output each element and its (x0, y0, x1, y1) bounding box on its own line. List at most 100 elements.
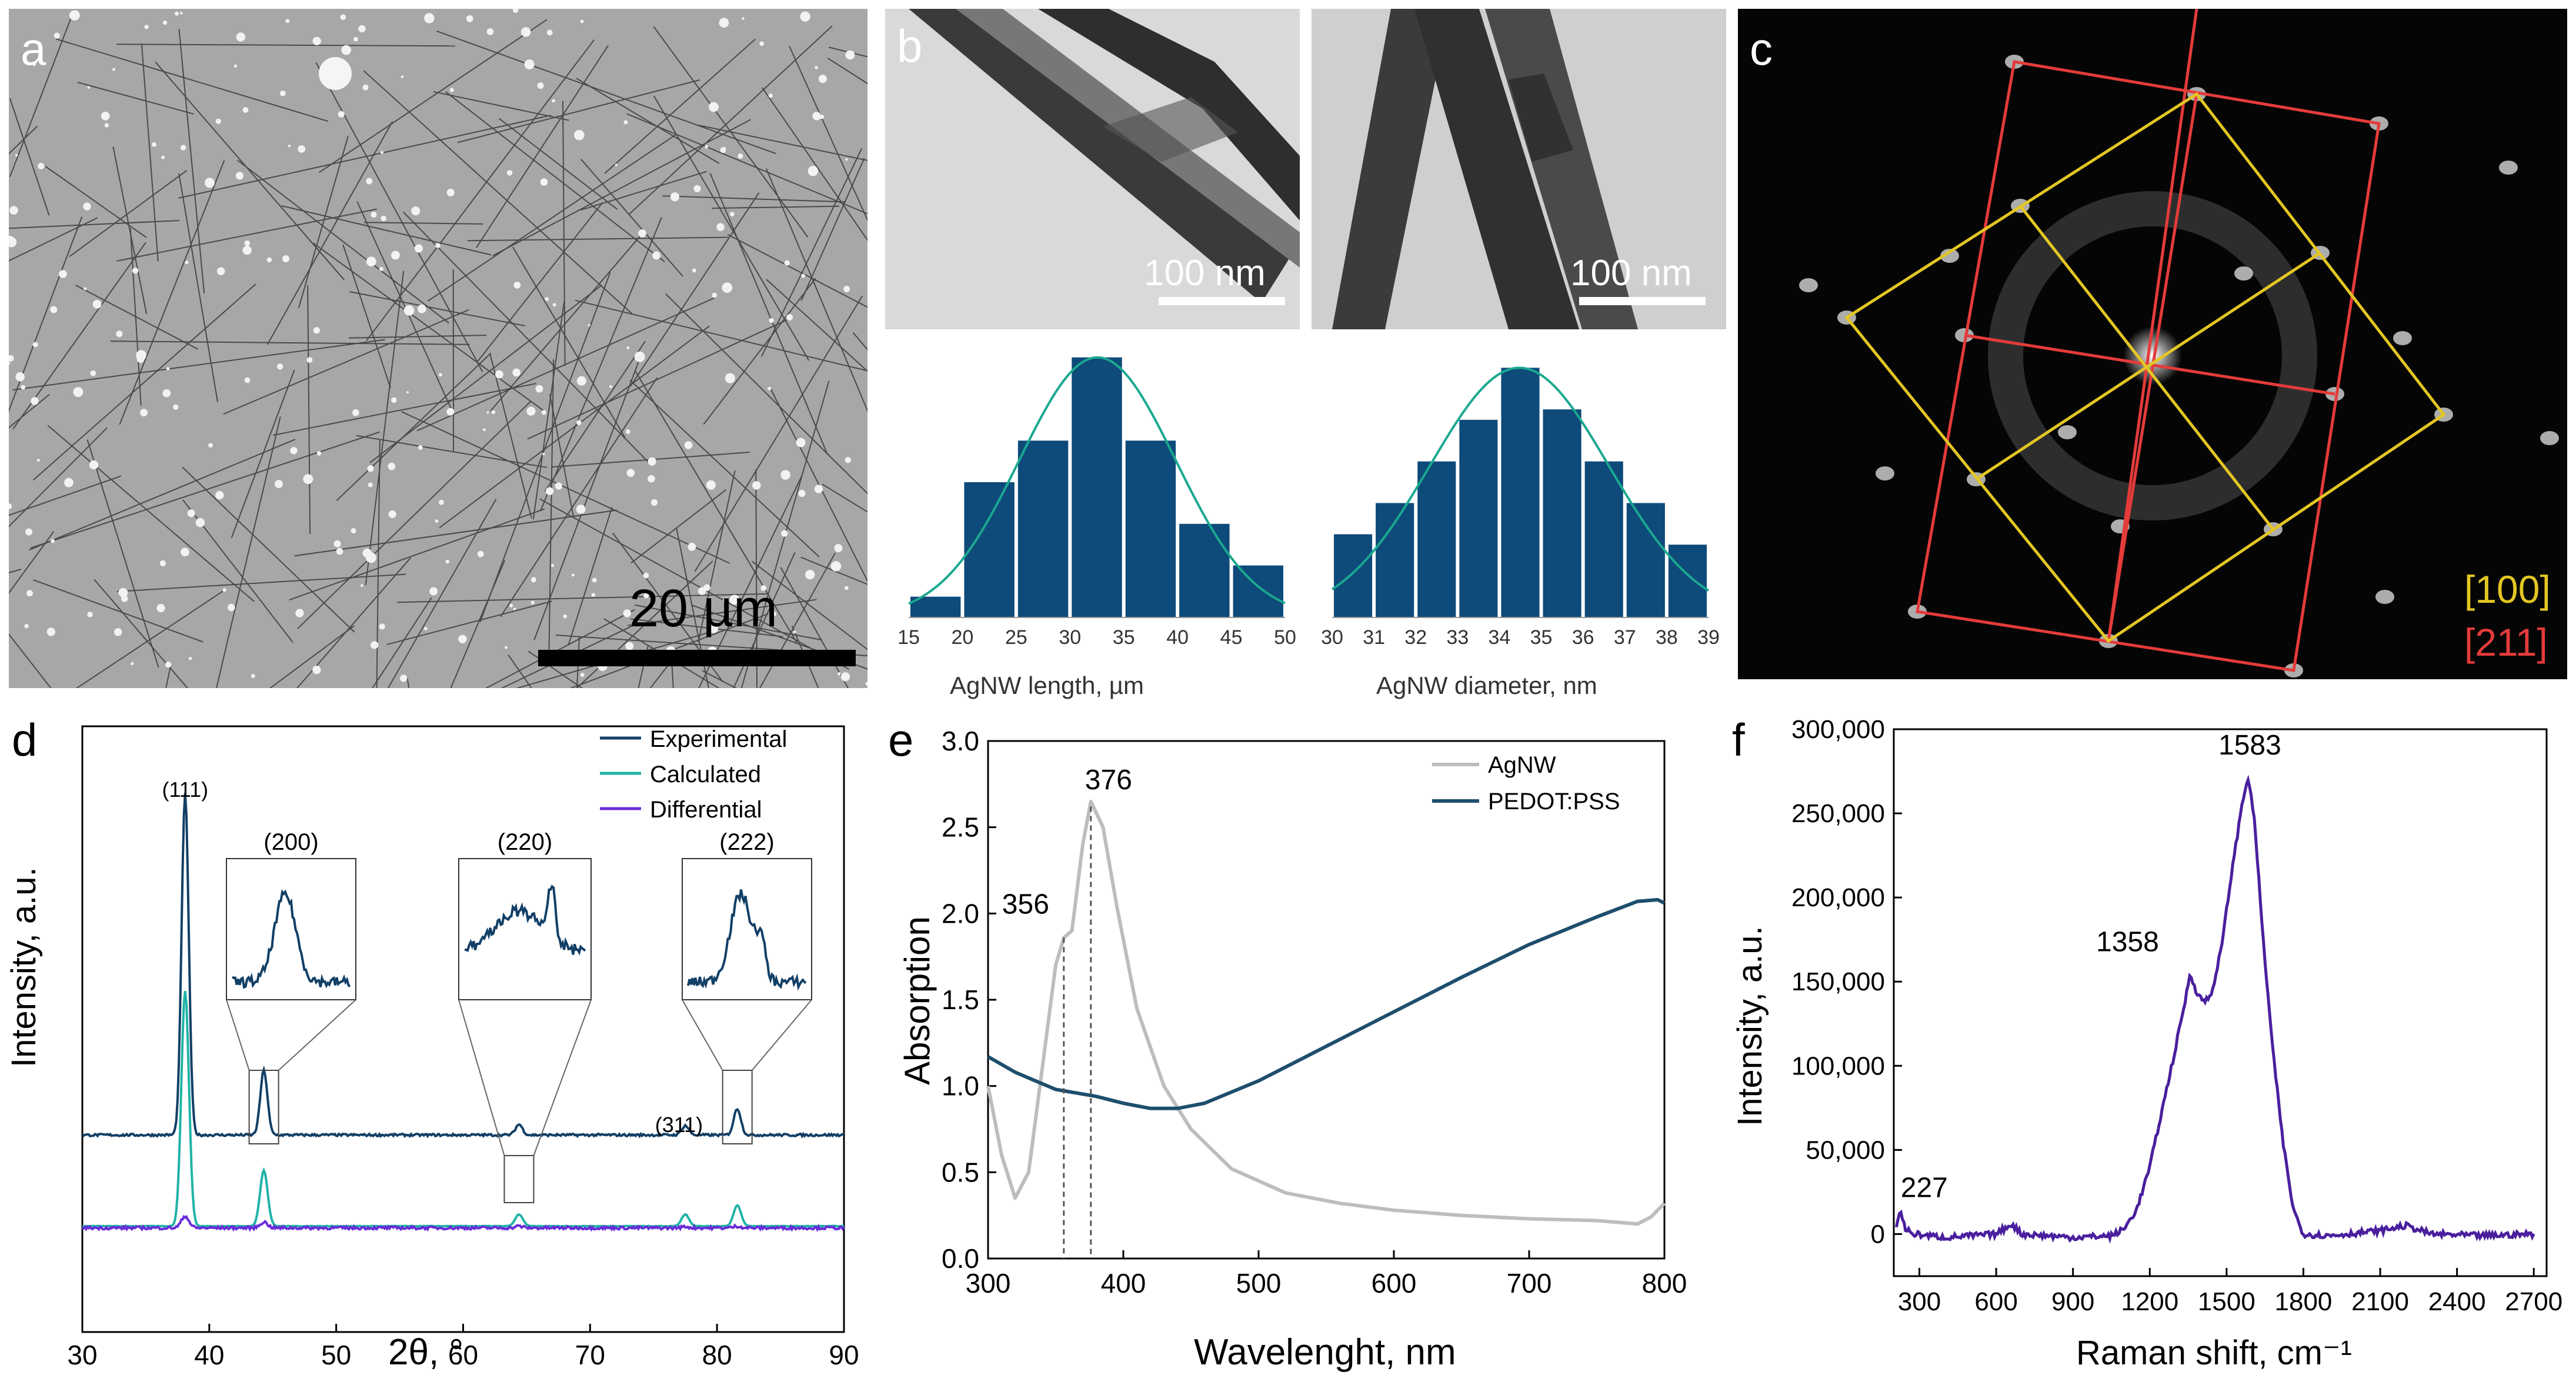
y-tick-label: 1.0 (942, 1071, 979, 1101)
histogram-bar (1018, 440, 1068, 617)
tick-label: 34 (1489, 626, 1511, 649)
length-axis-label: AgNW length, µm (950, 672, 1144, 699)
scale-bar-left (1159, 297, 1285, 305)
panel-letter-b: b (897, 20, 922, 72)
x-axis-label-f: Raman shift, cm⁻¹ (2076, 1334, 2352, 1372)
tick-label: 45 (1220, 626, 1243, 649)
panel-letter-d: d (12, 714, 37, 766)
x-axis-label-d: 2θ, ° (388, 1332, 463, 1373)
diffraction-spot (2540, 431, 2559, 445)
y-tick-label: 100,000 (1791, 1051, 1885, 1080)
peak-label: 1358 (2096, 927, 2159, 958)
diameter-axis-label: AgNW diameter, nm (1376, 672, 1597, 699)
inset-label: (222) (719, 829, 774, 855)
histogram-bar (1376, 503, 1414, 617)
x-axis-label-e: Wavelenght, nm (1194, 1332, 1456, 1373)
legend-entry: AgNW (1488, 752, 1556, 778)
peak-label: 356 (1002, 889, 1049, 920)
histogram-bar (1126, 440, 1176, 617)
scale-bar-label-right: 100 nm (1570, 253, 1692, 293)
scale-bar-label-left: 100 nm (1144, 253, 1266, 293)
inset-label: (200) (263, 829, 318, 855)
inset-label: (220) (498, 829, 552, 855)
y-tick-label: 200,000 (1791, 883, 1885, 912)
tick-label: 30 (1059, 626, 1081, 649)
diffraction-pattern: c [100] [211] (1738, 9, 2567, 679)
x-tick-label: 1500 (2198, 1287, 2255, 1316)
scale-bar-label: 20 µm (629, 579, 778, 638)
sem-image: a 20 µm (9, 9, 867, 688)
histogram-bar (1627, 503, 1665, 617)
diffraction-spot (1799, 278, 1818, 292)
diffraction-spot (2393, 331, 2412, 345)
tick-label: 30 (1321, 626, 1343, 649)
tick-label: 15 (897, 626, 920, 649)
calculated-line (82, 991, 844, 1226)
y-axis-label-d: Intensity, a.u. (5, 867, 43, 1067)
tem-image-left: b 100 nm (885, 9, 1300, 329)
tick-label: 20 (952, 626, 974, 649)
peak-label: (311) (655, 1113, 703, 1137)
x-tick-label: 30 (67, 1340, 97, 1370)
diffraction-spot (1876, 466, 1894, 480)
diffraction-spot (2375, 590, 2394, 604)
y-axis-label-e: Absorption (897, 916, 937, 1085)
series-line (988, 900, 1664, 1109)
y-tick-label: 2.5 (942, 812, 979, 843)
histogram-bar (1669, 545, 1707, 617)
x-tick-label: 500 (1236, 1268, 1282, 1298)
zoom-box (504, 1156, 533, 1203)
plot-frame (1894, 729, 2547, 1276)
y-axis-label-f: Intensity, a.u. (1731, 926, 1769, 1126)
peak-label: 227 (1901, 1173, 1948, 1204)
tem-image-right: 100 nm (1312, 9, 1726, 329)
raman-line (1896, 780, 2534, 1240)
panel-letter-c: c (1750, 23, 1773, 75)
histogram-bar (1233, 566, 1283, 617)
x-tick-label: 600 (1974, 1287, 2017, 1316)
x-tick-label: 40 (194, 1340, 224, 1370)
tick-label: 25 (1005, 626, 1027, 649)
x-tick-label: 800 (1642, 1268, 1687, 1298)
y-tick-label: 0.0 (942, 1243, 979, 1274)
panel-a: a 20 µm (9, 9, 867, 688)
y-tick-label: 300,000 (1791, 715, 1885, 744)
diffraction-spot (2234, 266, 2253, 281)
y-tick-label: 150,000 (1791, 967, 1885, 996)
diffraction-spot (2058, 425, 2077, 439)
zoom-connector (279, 1000, 356, 1070)
legend-entry: Calculated (650, 762, 761, 787)
panel-letter-e: e (888, 714, 913, 766)
peak-label: (111) (162, 777, 208, 802)
legend-211: [211] (2464, 620, 2548, 664)
legend-100: [100] (2464, 568, 2551, 611)
histogram-bar (1459, 420, 1497, 617)
x-tick-label: 1800 (2275, 1287, 2333, 1316)
histogram-bar (1072, 358, 1122, 617)
histogram-bar (1334, 534, 1372, 617)
x-tick-label: 300 (1898, 1287, 1941, 1316)
tick-label: 31 (1363, 626, 1385, 649)
tick-label: 35 (1113, 626, 1135, 649)
histogram-bar (964, 482, 1014, 617)
y-tick-label: 1.5 (942, 984, 979, 1015)
legend-entry: Differential (650, 797, 762, 823)
tick-label: 35 (1530, 626, 1553, 649)
tick-label: 38 (1656, 626, 1678, 649)
y-tick-label: 0.5 (942, 1157, 979, 1187)
y-tick-label: 2.0 (942, 898, 979, 929)
histogram-bar (1501, 368, 1539, 617)
tick-label: 39 (1697, 626, 1720, 649)
panel-letter-f: f (1732, 714, 1745, 766)
x-tick-label: 2400 (2428, 1287, 2486, 1316)
x-tick-label: 600 (1372, 1268, 1417, 1298)
series-line (988, 802, 1664, 1224)
panel-letter-a: a (21, 23, 46, 75)
zoom-connector (682, 1000, 723, 1070)
diffraction-spot (2499, 161, 2518, 175)
